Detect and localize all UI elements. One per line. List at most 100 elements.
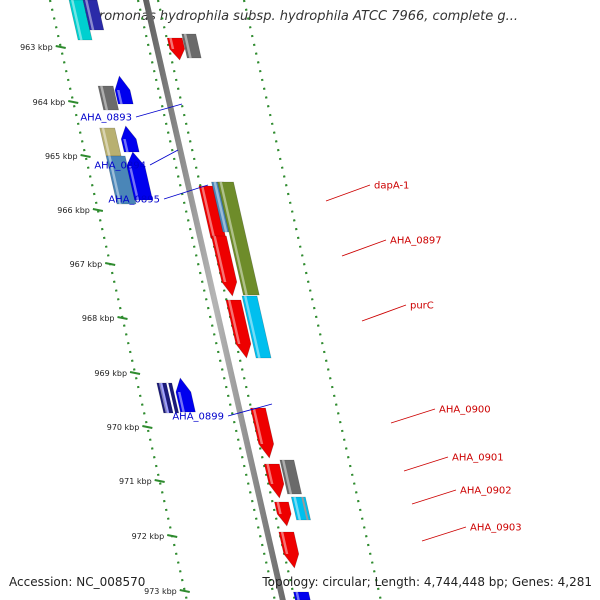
gene-arrow	[166, 37, 186, 61]
gene-arrow	[181, 33, 202, 59]
gene-highlight	[213, 182, 228, 232]
gene-body	[114, 75, 134, 105]
gene-arrow	[120, 125, 140, 153]
gene-arrow	[274, 501, 292, 527]
scale-tick-label: 963 kbp	[20, 43, 53, 52]
gene-body	[279, 459, 302, 495]
gene-label-text: AHA_0899	[172, 412, 224, 423]
scale-tick-mark	[142, 425, 153, 429]
gene-highlight	[85, 0, 95, 30]
leader-line	[325, 184, 371, 202]
gene-arrow	[278, 531, 300, 569]
gene-highlight	[183, 34, 192, 58]
gene-label: purC	[361, 301, 434, 322]
gene-arrow	[241, 295, 272, 359]
scale-tick-mark	[154, 479, 165, 483]
gene-arrow	[290, 496, 311, 521]
gene-label: AHA_0893	[80, 103, 183, 124]
scale-tick-mark	[104, 262, 116, 266]
gene-label-text: AHA_0903	[470, 523, 522, 534]
gene-highlight	[281, 460, 293, 494]
gene-arrow	[68, 0, 93, 41]
leader-line	[411, 489, 457, 505]
gene-arrow	[82, 0, 105, 31]
scale-tick-mark	[92, 208, 104, 212]
gene-body	[278, 531, 300, 569]
scale-tick-label: 965 kbp	[45, 152, 78, 161]
scale-tick-label: 973 kbp	[144, 587, 177, 596]
guide-right	[242, 0, 382, 600]
gene-label: AHA_0903	[421, 523, 522, 542]
gene-label: AHA_0895	[108, 184, 209, 206]
genome-summary-text: Topology: circular; Length: 4,744,448 bp…	[262, 575, 592, 589]
gene-body	[175, 377, 196, 413]
gene-label: AHA_0899	[172, 403, 273, 423]
gene-arrow	[156, 382, 180, 414]
gene-label: AHA_0894	[94, 149, 179, 172]
gene-body	[105, 155, 137, 205]
gene-stripe	[301, 497, 309, 520]
gene-label: AHA_0900	[390, 405, 491, 424]
gene-body	[225, 299, 252, 359]
scale-tick-label: 969 kbp	[94, 369, 127, 378]
gene-body	[274, 501, 292, 527]
gene-arrow	[210, 235, 238, 297]
scale-tick-mark	[129, 371, 141, 375]
gene-highlight	[276, 502, 282, 514]
gene-highlight	[177, 392, 185, 412]
leader-line	[135, 103, 183, 118]
gene-arrow	[126, 151, 153, 201]
gene-highlight	[280, 532, 289, 554]
gene-highlight	[227, 300, 241, 344]
gene-body	[68, 0, 93, 41]
gene-body	[82, 0, 105, 31]
leader-line	[361, 304, 407, 322]
gene-body	[166, 37, 186, 61]
gene-body	[293, 591, 311, 600]
gene-label: dapA-1	[325, 181, 409, 202]
gene-body	[120, 125, 140, 153]
gene-arrow	[250, 407, 275, 459]
leader-line	[341, 239, 387, 257]
gene-highlight	[117, 90, 123, 104]
backbone-strand	[143, 0, 286, 600]
gene-arrow	[99, 127, 122, 157]
gene-highlight	[252, 408, 264, 444]
gene-label-text: AHA_0900	[439, 405, 491, 416]
accession-text: Accession: NC_008570	[9, 575, 146, 589]
gene-highlight	[213, 236, 227, 282]
gene-body	[217, 181, 260, 296]
gene-highlight	[123, 139, 129, 152]
scale-tick-mark	[68, 100, 79, 104]
gene-body	[126, 151, 153, 201]
guide-mid-left	[136, 0, 276, 600]
gene-label-text: purC	[410, 301, 434, 312]
scale-tick-mark	[167, 534, 178, 538]
scale-tick-mark	[80, 154, 91, 158]
gene-highlight	[244, 296, 261, 358]
gene-labels: AHA_0893 AHA_0894 AHA_0895 AHA_0899 dapA-1 AH…	[80, 103, 522, 542]
gene-highlight	[200, 186, 216, 238]
gene-arrow	[217, 181, 260, 296]
gene-arrow	[97, 85, 119, 111]
gene-arrow	[225, 299, 252, 359]
scale-tick-label: 968 kbp	[82, 314, 115, 323]
scale-tick-label: 967 kbp	[70, 260, 103, 269]
guide-left	[48, 0, 188, 600]
gene-highlight	[100, 86, 109, 110]
leader-line	[149, 149, 179, 166]
map-title: Aeromonas hydrophila subsp. hydrophila A…	[81, 9, 519, 24]
scale-tick-label: 966 kbp	[57, 206, 90, 215]
leader-line	[403, 456, 449, 472]
gene-label-text: AHA_0902	[460, 486, 512, 497]
leader-line	[227, 403, 273, 417]
gene-stripe	[166, 383, 176, 413]
scale-tick-mark	[179, 589, 190, 593]
gene-arrow	[114, 75, 134, 105]
gene-body	[181, 33, 202, 59]
gene-label-text: dapA-1	[374, 181, 409, 192]
gene-highlight	[71, 0, 83, 40]
gene-highlight	[128, 166, 140, 200]
gene-body	[97, 85, 119, 111]
gene-highlight	[295, 592, 300, 600]
